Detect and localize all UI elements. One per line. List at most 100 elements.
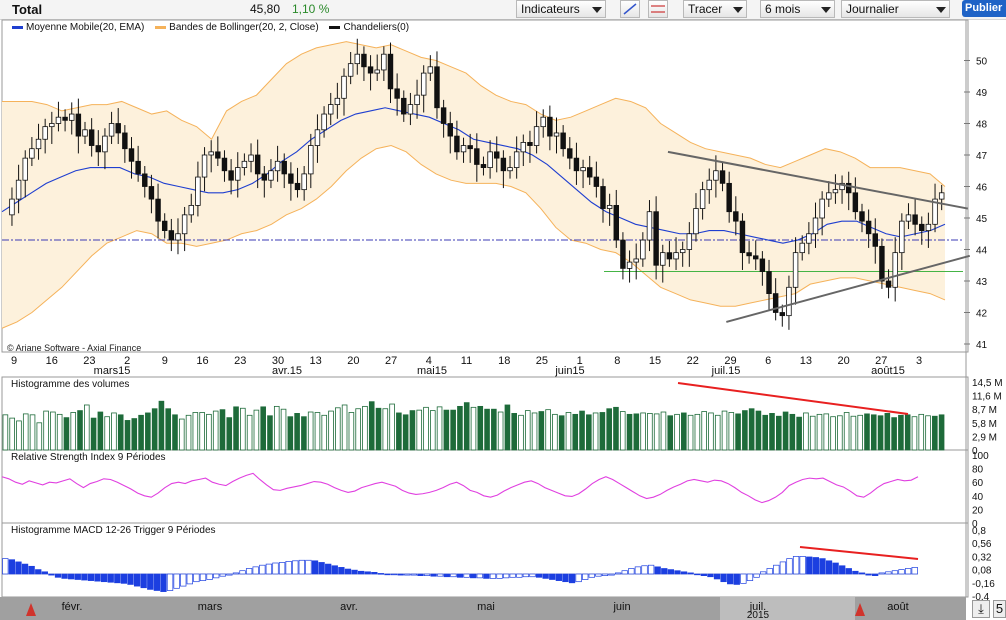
candle	[367, 55, 374, 91]
candle-body	[15, 179, 22, 200]
volume-bar	[368, 401, 375, 451]
candle-body	[932, 198, 938, 225]
candle	[341, 68, 347, 116]
candle	[467, 133, 473, 163]
draw-dropdown[interactable]: Tracer	[683, 0, 747, 18]
volume-bar	[280, 408, 287, 451]
volume-bar	[321, 414, 328, 451]
y-tick-label: 42	[976, 309, 988, 320]
candle	[102, 128, 108, 170]
candle-body	[155, 198, 161, 222]
candle	[354, 38, 361, 75]
macd-bar	[81, 573, 88, 581]
volume-bar	[823, 413, 830, 451]
candle	[228, 159, 234, 195]
candle-body	[480, 164, 487, 168]
volume-bar	[287, 416, 294, 451]
x-tick-month: avr.15	[272, 365, 302, 377]
x-tick-day: 9	[11, 355, 17, 367]
candle-body	[892, 252, 898, 288]
macd-bar	[364, 571, 371, 575]
x-tick-day: 15	[649, 355, 661, 367]
period-select[interactable]: 6 mois	[760, 0, 835, 18]
macd-bar	[615, 572, 622, 575]
candle	[792, 237, 799, 305]
volume-bar	[898, 414, 904, 451]
volume-bar	[653, 413, 660, 451]
y-tick-label: 50	[976, 57, 988, 68]
volume-bar	[63, 417, 70, 451]
candle-body	[175, 233, 181, 241]
candle	[753, 240, 759, 270]
candle	[806, 222, 812, 255]
instrument-title: Total	[12, 2, 43, 17]
volume-bar	[667, 415, 674, 451]
candle	[786, 275, 792, 330]
volume-bar	[599, 412, 606, 451]
volume-bar	[416, 409, 423, 451]
candle	[108, 111, 115, 144]
moving-average-line	[1, 107, 946, 244]
candle-body	[181, 214, 188, 235]
candle-body	[314, 129, 321, 146]
macd-bar	[654, 566, 661, 575]
candle	[500, 150, 507, 189]
indicators-dropdown[interactable]: Indicateurs	[516, 0, 606, 18]
candle	[248, 143, 254, 173]
volume-bar	[775, 415, 782, 451]
candle-body	[686, 233, 693, 250]
x-tick-day: 3	[916, 355, 922, 367]
volume-bar	[830, 416, 836, 451]
macd-bar	[680, 571, 688, 575]
candle-body	[301, 173, 307, 191]
y-tick-label: 43	[976, 277, 988, 288]
volume-bar	[606, 408, 612, 451]
candle-body	[88, 129, 95, 146]
candle	[155, 183, 161, 239]
publish-button[interactable]: Publier	[962, 0, 1006, 17]
draw-line-tool-button[interactable]	[620, 0, 640, 18]
volume-y-tick: 11,6 M	[972, 392, 1002, 403]
candle	[188, 193, 194, 223]
macd-bar	[858, 572, 866, 575]
macd-bar	[186, 573, 193, 585]
volume-bar	[837, 415, 843, 451]
macd-bar	[331, 565, 338, 575]
macd-bar	[173, 573, 180, 589]
candle-body	[195, 176, 201, 206]
candle-body	[786, 286, 792, 317]
candle-body	[447, 123, 453, 137]
export-icon[interactable]: ⤓	[972, 600, 990, 618]
candle	[161, 213, 168, 239]
x-tick-day: 20	[347, 355, 359, 367]
macd-bar	[608, 573, 615, 576]
candle-body	[753, 255, 759, 260]
horizontal-line-tool-button[interactable]	[648, 0, 668, 18]
volume-bar	[267, 415, 273, 451]
candle	[301, 166, 307, 201]
candle-body	[434, 66, 440, 109]
macd-bar	[443, 573, 450, 578]
toolbar: Total 45,80 1,10 % Indicateurs Tracer 6 …	[0, 0, 1006, 20]
macd-bar	[107, 573, 114, 583]
volume-bar	[491, 408, 497, 451]
candle-body	[706, 179, 712, 191]
x-tick-day: 23	[83, 355, 95, 367]
candle	[633, 243, 639, 280]
candle	[573, 142, 580, 185]
volume-bar	[233, 406, 239, 451]
price-change: 1,10 %	[292, 2, 330, 16]
macd-bar	[437, 573, 444, 577]
candle	[885, 269, 892, 299]
interval-select[interactable]: Journalier	[841, 0, 950, 18]
interval-value: Journalier	[846, 2, 899, 16]
volume-bar	[748, 408, 755, 451]
volume-bar	[789, 413, 796, 451]
page-right-button[interactable]: 5	[993, 600, 1006, 618]
volume-bar	[647, 413, 653, 451]
candle-body	[281, 160, 287, 175]
candle	[706, 168, 712, 204]
macd-bar	[549, 573, 556, 580]
volume-bar	[294, 413, 300, 451]
macd-bar	[245, 568, 253, 575]
